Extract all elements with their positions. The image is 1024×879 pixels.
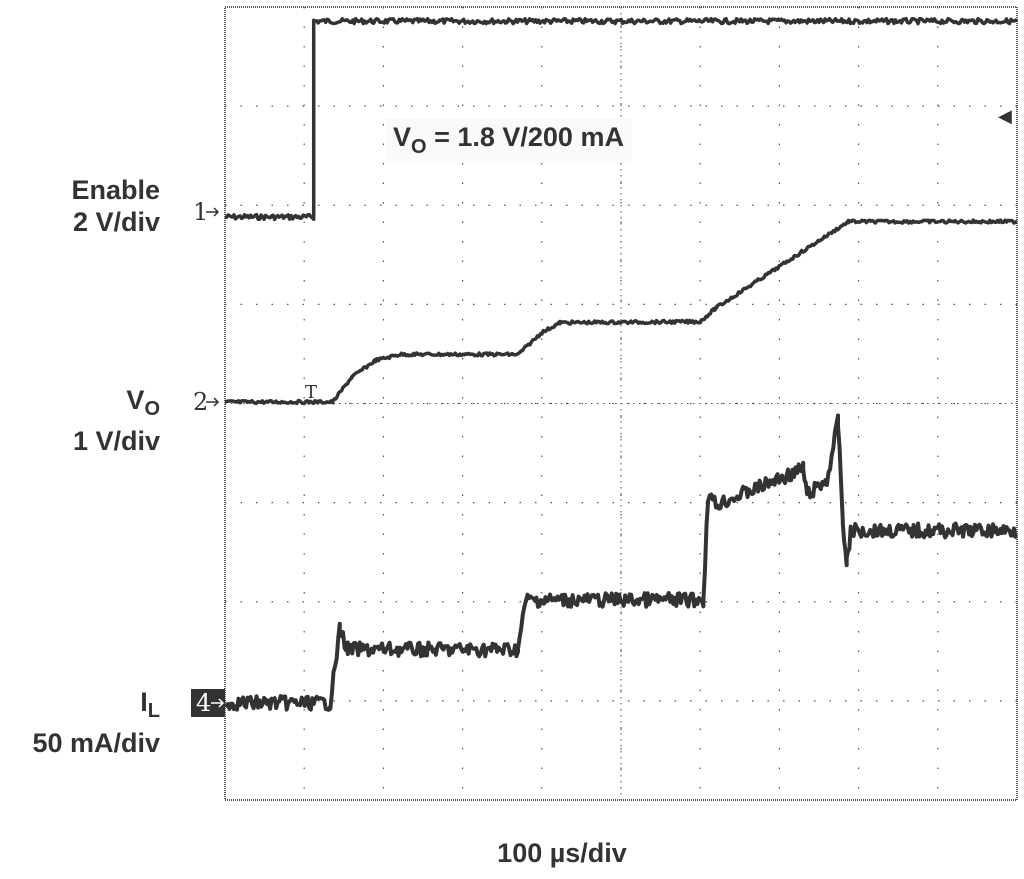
trace-il (223, 413, 1018, 712)
enable-scale: 2 V/div (72, 207, 160, 237)
annotation: VO = 1.8 V/200 mA (385, 118, 632, 163)
x-axis-label: 100 µs/div (0, 838, 1024, 869)
channel-1-marker-arrow-icon (206, 207, 220, 217)
channel-4-marker-arrow-icon (211, 698, 225, 708)
enable-name: Enable (71, 175, 160, 205)
trace-vo (224, 218, 1018, 406)
channel-1-marker: 1 (193, 198, 208, 226)
anno-sub: O (411, 136, 427, 158)
vo-scale: 1 V/div (72, 426, 160, 456)
trigger-position-marker: T (305, 382, 317, 403)
vo-sub: O (144, 398, 160, 420)
il-sub: L (147, 700, 160, 722)
channel-2-marker: 2 (193, 388, 208, 416)
vo-label: VO 1 V/div (20, 384, 160, 457)
anno-rest: = 1.8 V/200 mA (426, 122, 624, 152)
trace-enable (224, 16, 1019, 222)
il-label: IL 50 mA/div (0, 686, 160, 759)
enable-label: Enable 2 V/div (20, 174, 160, 238)
channel-2-marker-arrow-icon (206, 397, 220, 407)
channel-4-marker: 4 (196, 689, 211, 717)
trigger-level-icon: ◀ (998, 106, 1012, 126)
vo-name: V (126, 385, 145, 415)
x-scale-value: 100 (497, 838, 550, 868)
il-name: I (140, 687, 148, 717)
il-scale: 50 mA/div (32, 728, 160, 758)
x-scale-unit: µs/div (549, 838, 627, 868)
anno-main: V (393, 122, 412, 152)
